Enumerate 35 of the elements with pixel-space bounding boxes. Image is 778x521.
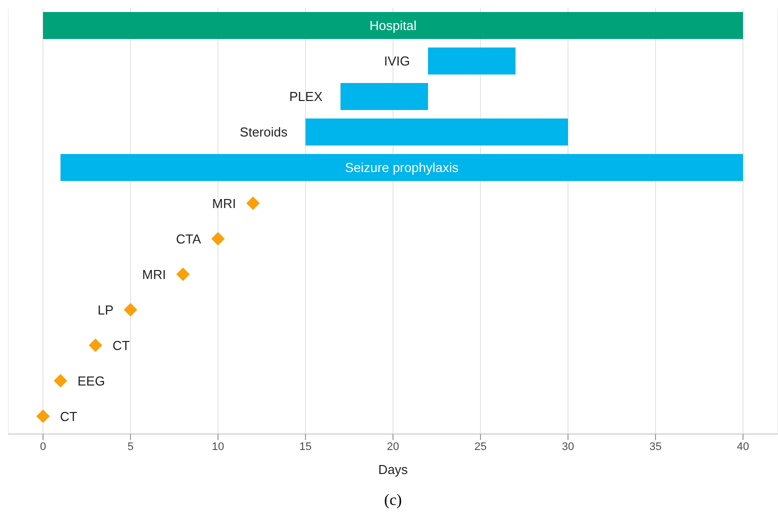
y-tick-label: Steroids xyxy=(240,124,288,140)
x-tick-label: 15 xyxy=(299,440,312,453)
x-tick-label: 5 xyxy=(127,440,134,453)
bar xyxy=(43,12,743,39)
y-tick-label: EEG xyxy=(78,373,105,388)
bar xyxy=(306,118,568,146)
point xyxy=(88,338,102,352)
y-tick-label: PLEX xyxy=(289,89,323,104)
point xyxy=(176,268,190,281)
text: (c) xyxy=(383,492,403,510)
y-tick-label: MRI xyxy=(212,196,236,211)
x-tick-label: 30 xyxy=(562,440,574,453)
x-tick-label: 20 xyxy=(386,440,400,453)
x-tick-label: 0 xyxy=(40,440,46,453)
y-tick-label: CT xyxy=(112,338,130,353)
y-tick-label: Seizure prophylaxis xyxy=(345,160,459,176)
x-axis-title: Days xyxy=(378,462,408,477)
x-tick-label: 40 xyxy=(736,440,750,453)
point xyxy=(211,232,225,246)
point xyxy=(124,303,138,316)
point xyxy=(54,374,68,388)
y-tick-label: CTA xyxy=(176,231,202,246)
point xyxy=(36,410,50,423)
y-tick-label: IVIG xyxy=(384,54,410,69)
bar xyxy=(60,154,743,181)
point xyxy=(246,196,260,210)
x-tick-label: 25 xyxy=(474,440,487,453)
y-tick-label: LP xyxy=(98,302,114,318)
y-tick-label: Hospital xyxy=(370,18,417,34)
bar xyxy=(340,83,428,110)
bar xyxy=(428,48,516,74)
y-tick-label: MRI xyxy=(142,266,166,282)
y-tick-label: CT xyxy=(60,408,78,424)
x-tick-label: 35 xyxy=(649,440,662,453)
x-tick-label: 10 xyxy=(212,440,224,453)
